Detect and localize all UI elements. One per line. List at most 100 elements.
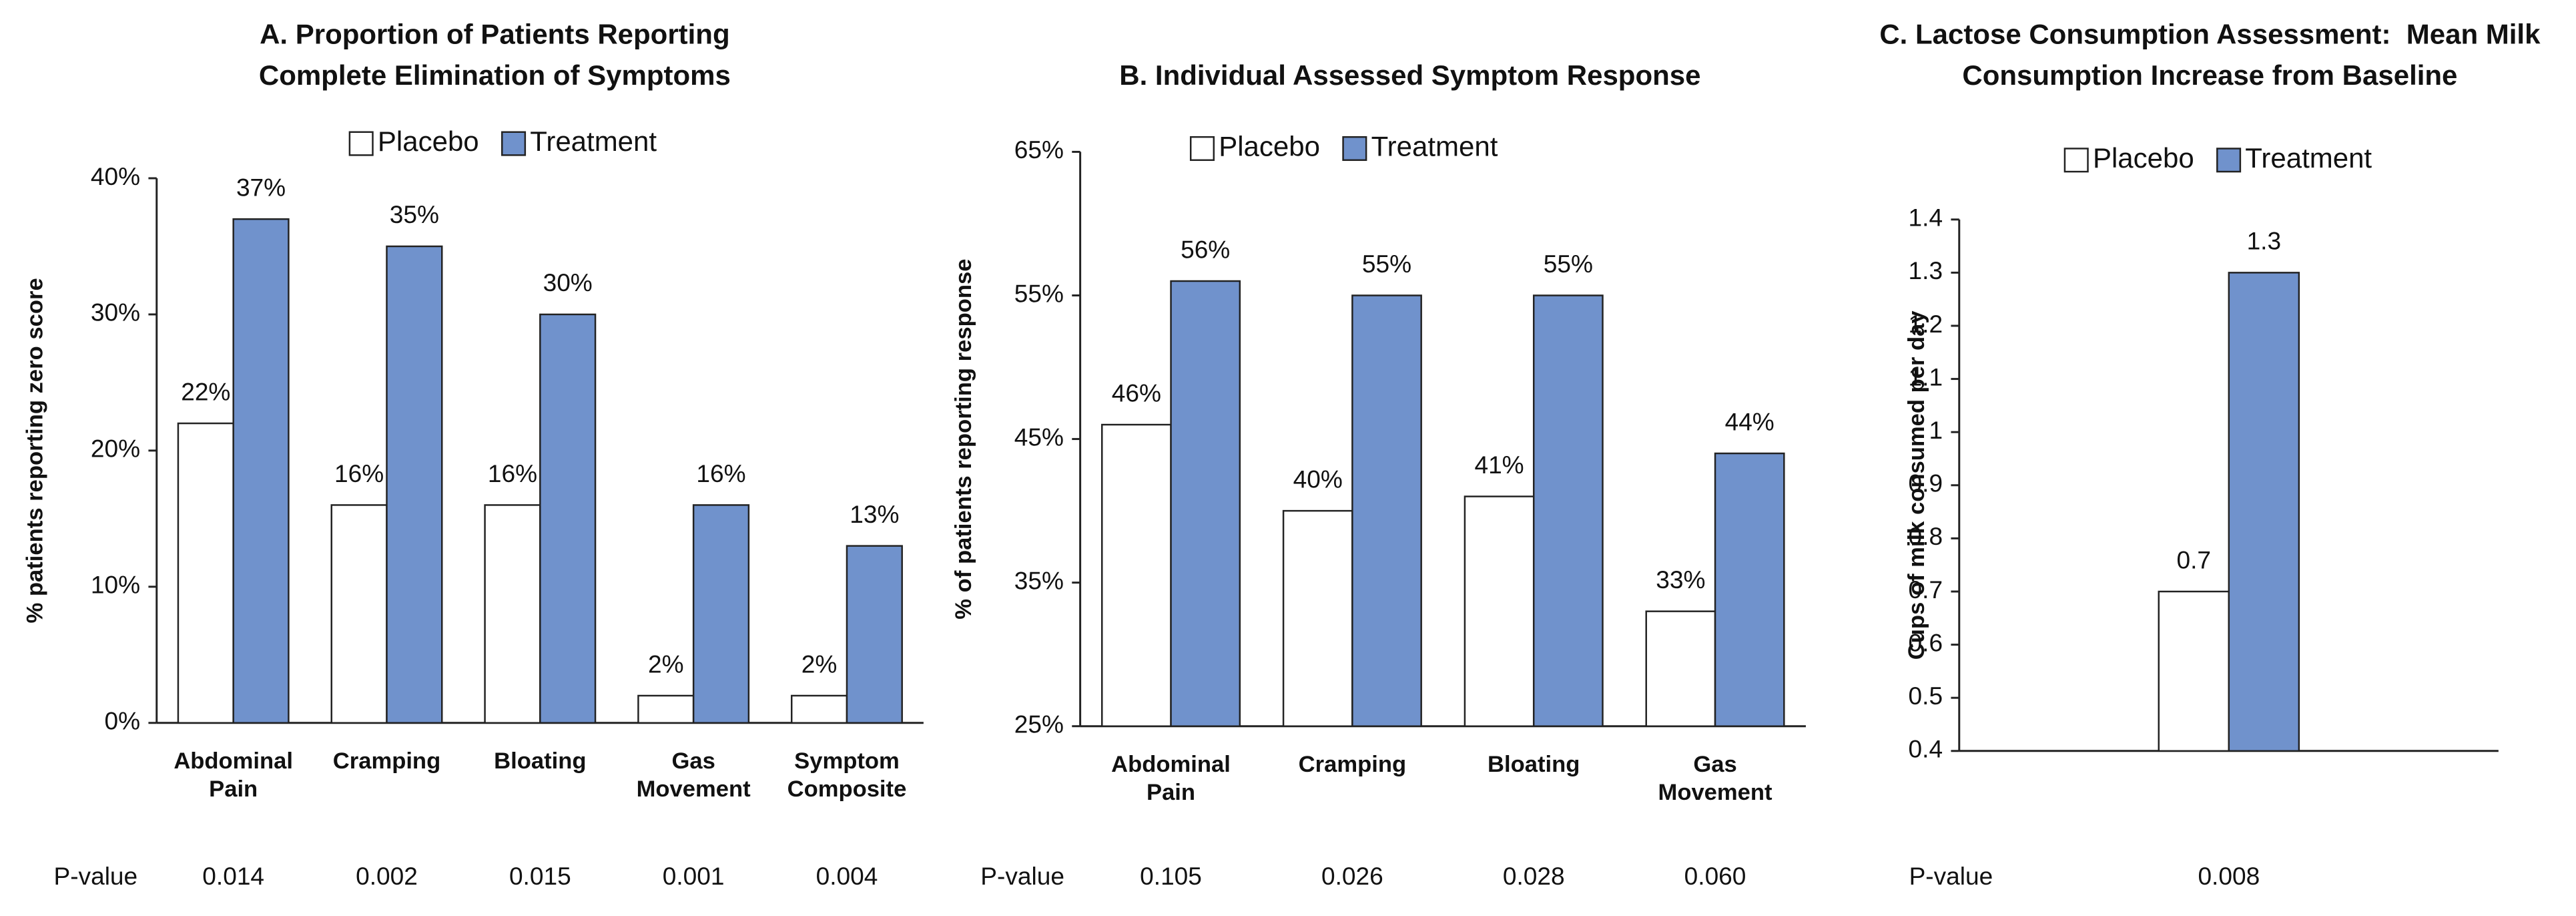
text-line: Cramping — [1299, 752, 1406, 777]
bar — [1714, 452, 1785, 727]
data-label: 16% — [488, 459, 537, 487]
legend-label: Placebo — [378, 126, 479, 157]
bar — [1532, 294, 1604, 727]
data-label: 41% — [1474, 451, 1524, 479]
data-label: 35% — [390, 200, 439, 228]
bar — [790, 694, 848, 724]
p-value: 0.105 — [1140, 862, 1202, 890]
y-tick-label: 1.2 — [1909, 310, 1943, 338]
bar — [539, 313, 597, 724]
p-value: 0.002 — [356, 862, 418, 890]
bar — [1645, 610, 1716, 727]
y-tick-label: 55% — [1014, 279, 1064, 307]
y-axis-label: % patients reporting zero score — [23, 278, 48, 623]
text-line: B. Individual Assessed Symptom Response — [1119, 59, 1700, 91]
x-tick-label: Gas Movement — [1658, 752, 1773, 805]
y-tick-label: 25% — [1014, 710, 1064, 738]
data-label: 22% — [181, 377, 230, 405]
y-tick-label: 0.8 — [1909, 522, 1943, 550]
bar — [1351, 294, 1422, 727]
x-tick-label: Bloating — [494, 748, 586, 774]
x-tick-label: Gas Movement — [637, 748, 751, 802]
y-tick-label: 35% — [1014, 566, 1064, 594]
text-line: C. Lactose Consumption Assessment: Mean … — [1879, 18, 2541, 49]
data-label: 44% — [1725, 407, 1775, 435]
text-line: Gas — [671, 748, 715, 774]
data-label: 2% — [801, 650, 838, 678]
bar — [232, 218, 290, 724]
bar — [1282, 509, 1353, 727]
y-tick-label: 0.7 — [1909, 576, 1943, 604]
data-label: 56% — [1181, 235, 1230, 263]
text-line: Pain — [209, 776, 258, 802]
text-line: Gas — [1693, 752, 1736, 777]
y-tick-label: 10% — [91, 571, 140, 599]
y-tick-label: 1.1 — [1909, 363, 1943, 391]
data-label: 30% — [543, 268, 593, 296]
bar — [330, 504, 388, 724]
legend-label: Placebo — [1219, 131, 1320, 162]
chart-title: C. Lactose Consumption Assessment: Mean … — [1879, 18, 2541, 91]
data-label: 16% — [334, 459, 384, 487]
legend-swatch — [1342, 136, 1367, 162]
y-tick-label: 0% — [104, 707, 140, 735]
y-tick-label: 30% — [91, 298, 140, 326]
y-tick-label: 45% — [1014, 423, 1064, 451]
data-label: 55% — [1362, 250, 1411, 278]
legend-label: Treatment — [1371, 131, 1498, 162]
legend-swatch — [2216, 148, 2242, 173]
legend-swatch — [348, 131, 374, 156]
y-tick-label: 1 — [1929, 416, 1943, 444]
text-line: Composite — [787, 776, 907, 802]
data-label: 46% — [1112, 379, 1161, 407]
data-label: 33% — [1656, 565, 1705, 594]
bar — [2158, 590, 2230, 752]
text-line: Movement — [637, 776, 751, 802]
text-line: Abdominal — [1111, 752, 1231, 777]
y-tick-label: 0.5 — [1909, 682, 1943, 710]
text-line: Abdominal — [174, 748, 293, 774]
bar — [1464, 495, 1535, 727]
legend-swatch — [2063, 148, 2089, 173]
x-tick-label: Abdominal Pain — [1111, 752, 1231, 805]
text-line: Consumption Increase from Baseline — [1962, 59, 2457, 91]
bar — [637, 694, 695, 724]
text-line: A. Proportion of Patients Reporting — [260, 18, 730, 49]
y-tick-label: 1.4 — [1909, 204, 1943, 232]
text-line: Bloating — [1488, 752, 1580, 777]
text-line: Symptom — [794, 748, 900, 774]
y-tick-label: 1.3 — [1909, 256, 1943, 284]
legend-swatch — [1189, 136, 1215, 162]
p-value: 0.028 — [1503, 862, 1565, 890]
bar — [177, 422, 234, 724]
legend-swatch — [501, 131, 527, 156]
data-label: 1.3 — [2247, 227, 2282, 255]
data-label: 40% — [1293, 465, 1343, 493]
bar — [484, 504, 541, 724]
text-line: Pain — [1147, 780, 1195, 805]
data-label: 0.7 — [2177, 545, 2212, 574]
y-tick-label: 0.6 — [1909, 628, 1943, 656]
x-tick-label: Bloating — [1488, 752, 1580, 777]
chart-title: A. Proportion of Patients Reporting Compl… — [259, 18, 731, 91]
text-line: Bloating — [494, 748, 586, 774]
y-tick-label: 0.4 — [1909, 735, 1943, 763]
p-value-label: P-value — [1909, 862, 1993, 890]
p-value: 0.026 — [1321, 862, 1383, 890]
y-tick-label: 20% — [91, 435, 140, 463]
y-tick-label: 0.9 — [1909, 469, 1943, 497]
data-label: 55% — [1544, 250, 1593, 278]
x-tick-label: Abdominal Pain — [174, 748, 293, 802]
text-line: Cramping — [333, 748, 440, 774]
p-value: 0.014 — [202, 862, 264, 890]
x-tick-label: Cramping — [333, 748, 440, 774]
p-value: 0.001 — [663, 862, 725, 890]
chart-title: B. Individual Assessed Symptom Response — [1119, 59, 1700, 91]
bar — [386, 245, 443, 724]
text-line: Complete Elimination of Symptoms — [259, 59, 731, 91]
p-value-label: P-value — [980, 862, 1064, 890]
legend-label: Treatment — [2245, 142, 2372, 174]
p-value-label: P-value — [54, 862, 138, 890]
